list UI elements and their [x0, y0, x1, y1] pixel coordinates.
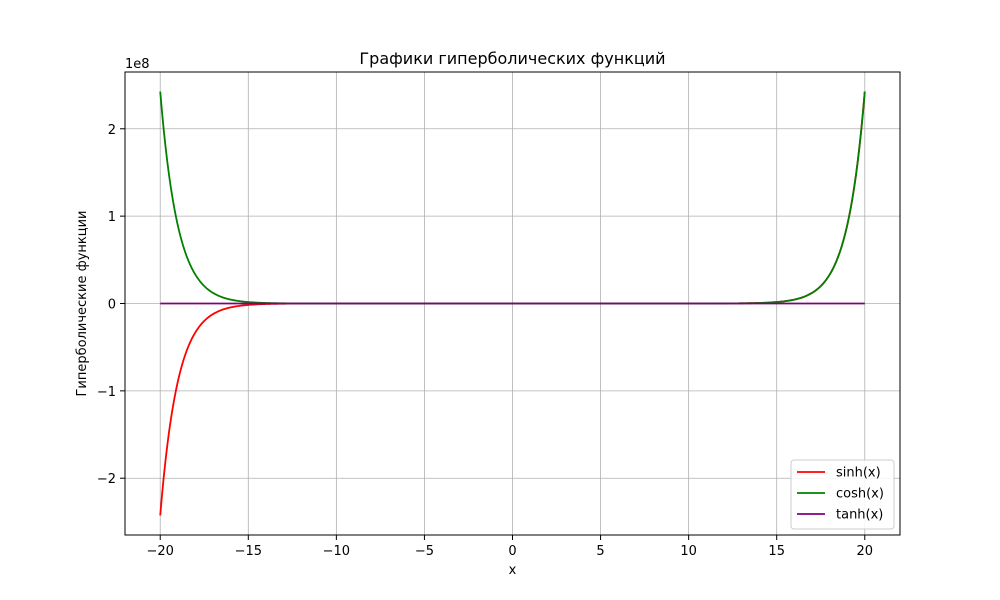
- x-tick-label: −20: [147, 544, 174, 559]
- x-tick-label: −15: [235, 544, 262, 559]
- x-tick-label: 20: [856, 544, 873, 559]
- y-scale-offset-label: 1e8: [125, 57, 150, 72]
- legend-label-sinh: sinh(x): [836, 466, 881, 481]
- y-axis-label: Гиперболические функции: [75, 210, 90, 396]
- x-tick-label: −5: [415, 544, 434, 559]
- legend-box: [790, 459, 895, 530]
- x-axis-label: x: [509, 563, 517, 578]
- y-tick-label: 2: [108, 123, 116, 138]
- y-tick-label: 1: [108, 210, 116, 225]
- x-axis-ticks: −20 −15 −10 −5 0 5 10 15 20: [147, 535, 873, 559]
- legend-label-tanh: tanh(x): [836, 508, 883, 523]
- legend-label-cosh: cosh(x): [836, 487, 884, 502]
- y-tick-label: −2: [97, 472, 116, 487]
- y-tick-label: −1: [97, 385, 116, 400]
- x-tick-label: 10: [680, 544, 697, 559]
- x-tick-label: 0: [508, 544, 516, 559]
- chart-title: Графики гиперболических функций: [359, 49, 665, 68]
- y-tick-label: 0: [108, 298, 116, 313]
- y-axis-ticks: −2 −1 0 1 2: [97, 123, 125, 487]
- series-layer: [159, 91, 866, 516]
- legend: sinh(x) cosh(x) tanh(x): [790, 459, 895, 530]
- x-tick-label: −10: [323, 544, 350, 559]
- x-tick-label: 5: [596, 544, 604, 559]
- x-tick-label: 15: [768, 544, 785, 559]
